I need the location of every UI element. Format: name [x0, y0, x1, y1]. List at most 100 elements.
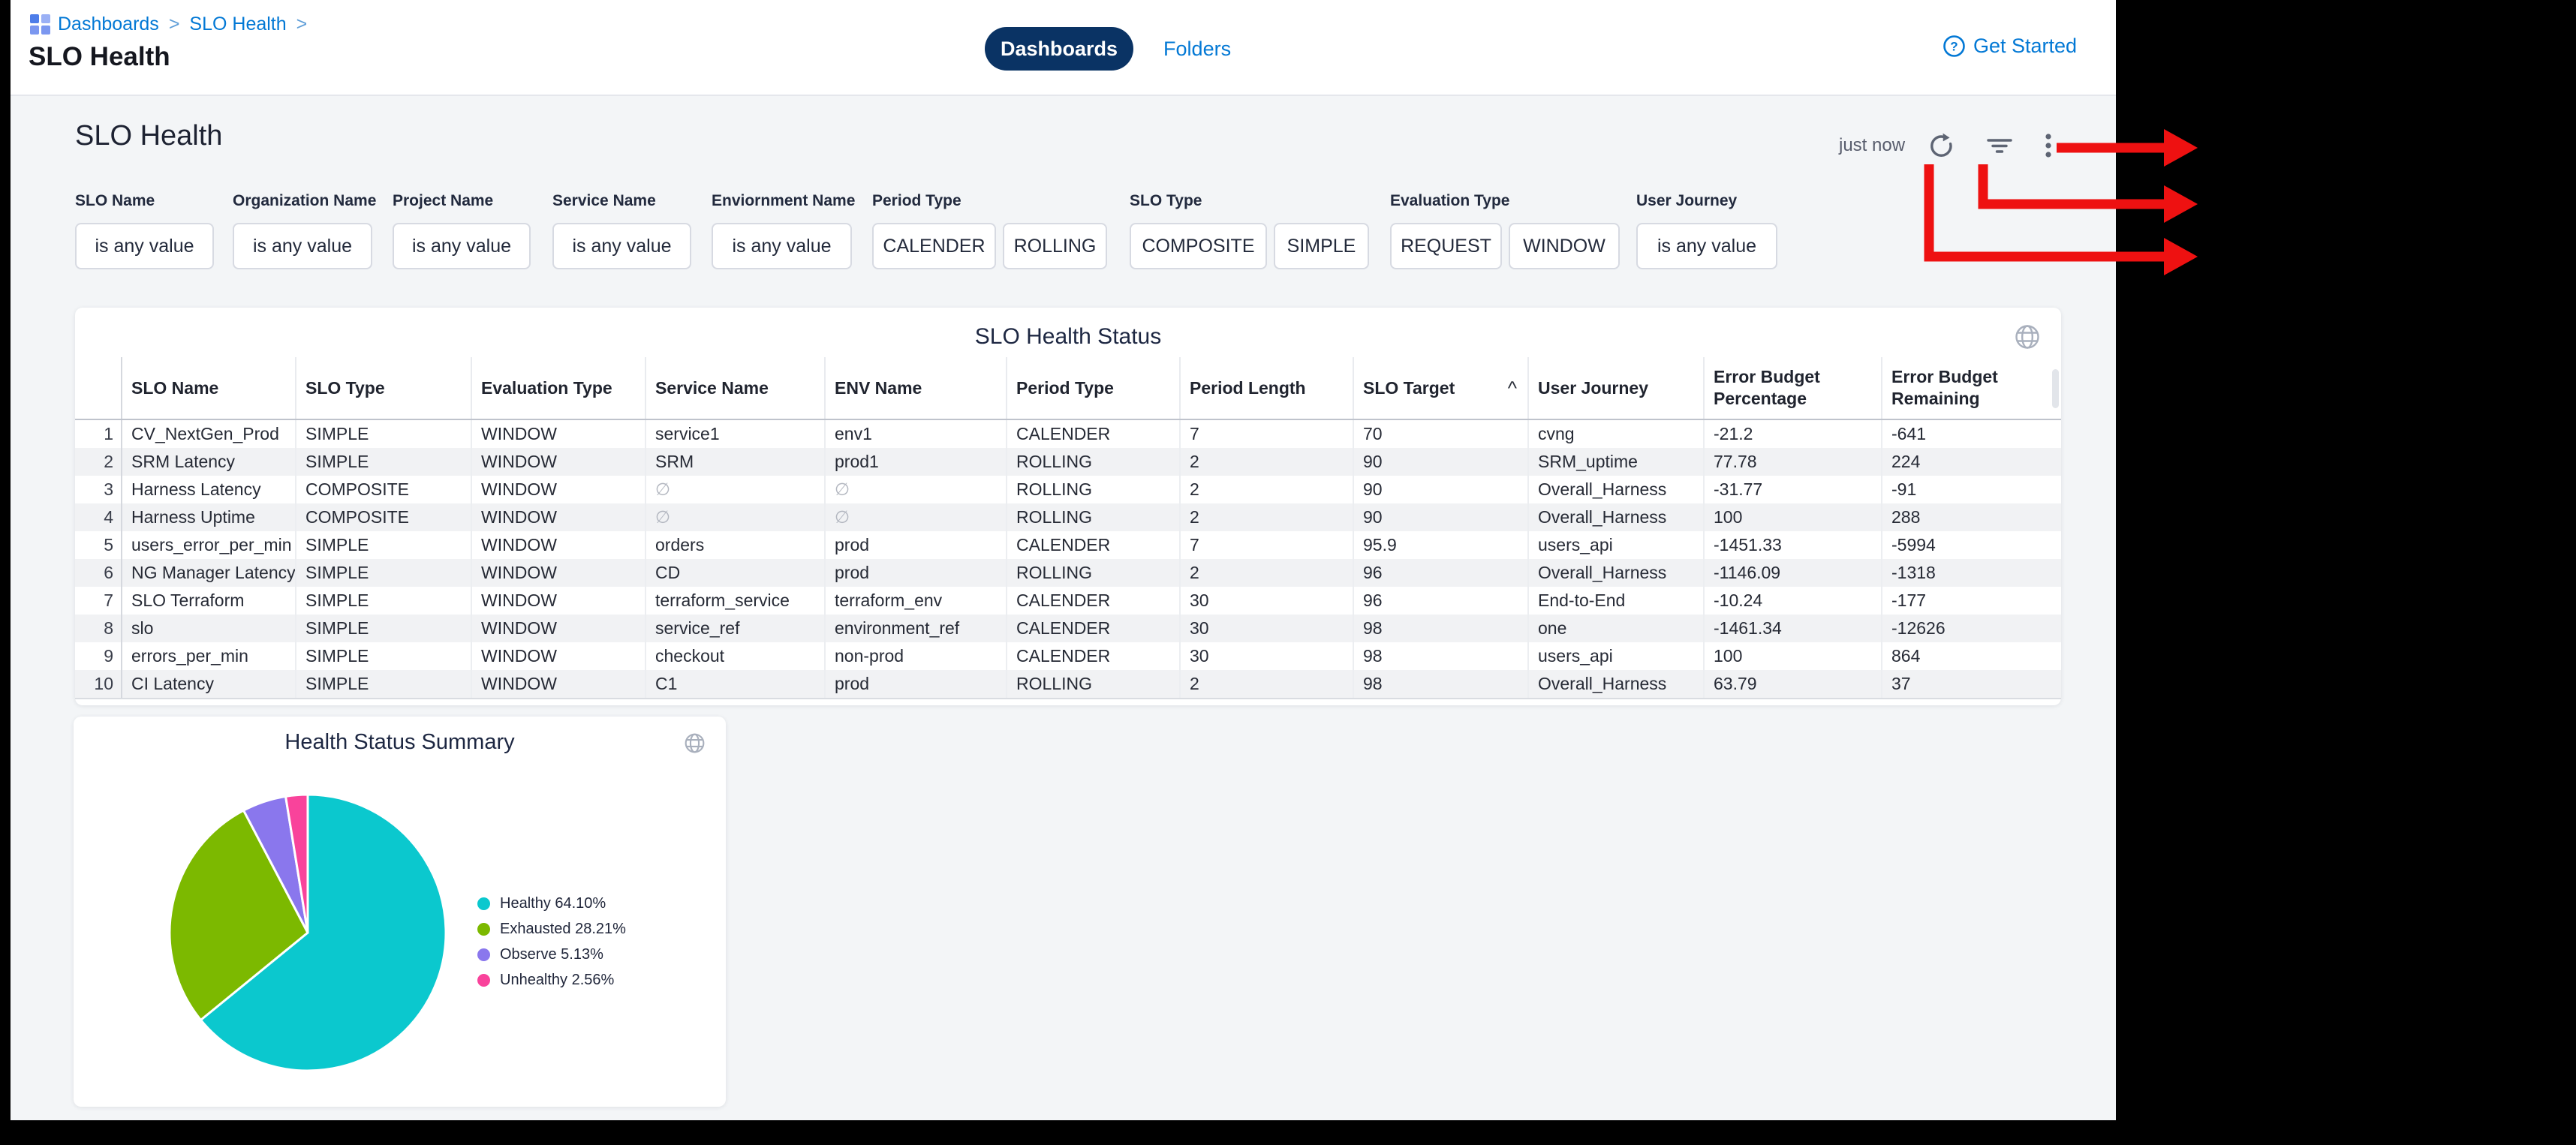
legend-item-exhausted[interactable]: Exhausted 28.21% [477, 921, 626, 938]
cell-user-journey: Overall_Harness [1527, 503, 1704, 531]
cell-evaluation-type: WINDOW [471, 448, 646, 476]
cell-error-budget-remaining: -1318 [1881, 559, 2061, 587]
cell-service-name: checkout [645, 642, 825, 670]
refresh-icon [1930, 133, 1952, 157]
sorted-column-header: SLO Target ^ [1363, 377, 1518, 399]
column-header-slo-target[interactable]: SLO Target ^ [1353, 357, 1528, 420]
cell-service-name: service1 [645, 419, 825, 448]
cell-service-name: terraform_service [645, 587, 825, 615]
cell-slo-target: 98 [1353, 615, 1528, 642]
column-header-slo-name[interactable]: SLO Name [122, 357, 296, 420]
column-header-user-journey[interactable]: User Journey [1527, 357, 1704, 420]
legend-dot [477, 974, 490, 987]
cell-error-budget-percentage: 100 [1703, 642, 1882, 670]
filter-label: Evaluation Type [1390, 192, 1510, 209]
cell-slo-name: SRM Latency [122, 448, 296, 476]
cell-error-budget-percentage: -21.2 [1703, 419, 1882, 448]
cell-env-name: prod [824, 559, 1007, 587]
row-number: 7 [75, 587, 122, 615]
cell-env-name: env1 [824, 419, 1007, 448]
breadcrumb-link-dashboards[interactable]: Dashboards [58, 14, 159, 35]
tile-title: SLO Health Status [974, 324, 1162, 349]
help-icon: ? [1943, 35, 1965, 57]
cell-period-type: ROLLING [1006, 503, 1180, 531]
cell-env-name: ∅ [824, 476, 1007, 503]
cell-evaluation-type: WINDOW [471, 559, 646, 587]
row-number: 2 [75, 448, 122, 476]
cell-evaluation-type: WINDOW [471, 615, 646, 642]
health-status-pie-chart [168, 793, 447, 1072]
dashboard-toolbar: just now [1839, 129, 2054, 162]
cell-service-name: SRM [645, 448, 825, 476]
pie-slice-unhealthy[interactable] [284, 793, 309, 934]
column-header-env-name[interactable]: ENV Name [824, 357, 1007, 420]
slo-health-status-table: SLO Name SLO Type Evaluation Type Service N… [75, 357, 2061, 699]
cell-period-type: CALENDER [1006, 642, 1180, 670]
timezone-globe-icon [683, 732, 706, 759]
breadcrumb-link-slo-health[interactable]: SLO Health [189, 14, 287, 35]
column-header-error-budget-percentage[interactable]: Error Budget Percentage [1703, 357, 1882, 420]
filter-chip-user-journey-is-any-value[interactable]: is any value [1636, 223, 1777, 269]
cell-slo-name: Harness Uptime [122, 503, 296, 531]
column-header-period-length[interactable]: Period Length [1179, 357, 1353, 420]
filter-chip-service-name-is-any-value[interactable]: is any value [552, 223, 691, 269]
cell-user-journey: SRM_uptime [1527, 448, 1704, 476]
column-header-error-budget-remaining[interactable]: Error Budget Remaining [1881, 357, 2061, 420]
filter-chip-period-type-calender[interactable]: CALENDER [872, 223, 996, 269]
legend-item-unhealthy[interactable]: Unhealthy 2.56% [477, 972, 626, 989]
cell-slo-name: slo [122, 615, 296, 642]
column-header-evaluation-type[interactable]: Evaluation Type [471, 357, 646, 420]
filter-chip-period-type-rolling[interactable]: ROLLING [1003, 223, 1107, 269]
column-header-period-type[interactable]: Period Type [1006, 357, 1180, 420]
timezone-globe-icon [2013, 323, 2042, 355]
cell-env-name: prod1 [824, 448, 1007, 476]
legend-label: Unhealthy 2.56% [500, 972, 615, 988]
filter-values: is any value [75, 223, 214, 269]
filter-label: Service Name [552, 192, 656, 209]
cell-period-length: 30 [1179, 615, 1353, 642]
get-started-link[interactable]: ? Get Started [1943, 35, 2077, 58]
cell-period-length: 2 [1179, 448, 1353, 476]
refresh-button[interactable] [1926, 131, 1956, 161]
filter-chip-evaluation-type-window[interactable]: WINDOW [1509, 223, 1620, 269]
filter-chip-enviornment-name-is-any-value[interactable]: is any value [712, 223, 852, 269]
cell-slo-name: Harness Latency [131, 479, 261, 499]
column-header-slo-type[interactable]: SLO Type [295, 357, 471, 420]
cell-evaluation-type: WINDOW [471, 642, 646, 670]
filter-chip-project-name-is-any-value[interactable]: is any value [393, 223, 531, 269]
more-options-button[interactable] [2043, 131, 2054, 161]
legend-item-observe[interactable]: Observe 5.13% [477, 946, 626, 963]
legend-item-healthy[interactable]: Healthy 64.10% [477, 895, 626, 912]
pie-slice-healthy[interactable] [199, 793, 447, 1072]
cell-period-length: 2 [1179, 670, 1353, 699]
row-number-header [75, 357, 122, 420]
filter-chip-slo-name-is-any-value[interactable]: is any value [75, 223, 214, 269]
table-scrollbar[interactable] [2052, 369, 2059, 408]
filter-chip-slo-type-composite[interactable]: COMPOSITE [1130, 223, 1267, 269]
cell-env-name: environment_ref [824, 615, 1007, 642]
cell-user-journey: users_api [1527, 531, 1704, 559]
table-row: 8 slo SIMPLE WINDOW service_ref environment_r… [75, 615, 2061, 642]
cell-service-name: ∅ [645, 476, 825, 503]
cell-period-length: 2 [1179, 476, 1353, 503]
cell-slo-target: 98 [1353, 642, 1528, 670]
filter-button[interactable] [1985, 131, 2015, 161]
tab-dashboards[interactable]: Dashboards [985, 27, 1134, 71]
filter-chip-evaluation-type-request[interactable]: REQUEST [1390, 223, 1502, 269]
cell-evaluation-type: WINDOW [471, 476, 646, 503]
slo-health-status-tile: SLO Health Status SLO Name SLO Type Evalua… [75, 308, 2061, 705]
filter-chip-organization-name-is-any-value[interactable]: is any value [233, 223, 372, 269]
sort-ascending-icon: ^ [1507, 376, 1517, 399]
tab-folders[interactable]: Folders [1163, 37, 1232, 60]
cell-slo-name: errors_per_min [131, 646, 248, 666]
filter-values: COMPOSITE SIMPLE [1130, 223, 1369, 269]
column-header-service-name[interactable]: Service Name [645, 357, 825, 420]
filter-label: SLO Type [1130, 192, 1202, 209]
cell-period-type: ROLLING [1006, 448, 1180, 476]
cell-error-budget-remaining: -12626 [1881, 615, 2061, 642]
filter-chip-slo-type-simple[interactable]: SIMPLE [1274, 223, 1369, 269]
cell-env-name: terraform_env [824, 587, 1007, 615]
filter-label: SLO Name [75, 192, 155, 209]
filter-group-slo-name: SLO Name is any value [75, 192, 214, 269]
pie-slice-exhausted[interactable] [168, 809, 309, 1021]
